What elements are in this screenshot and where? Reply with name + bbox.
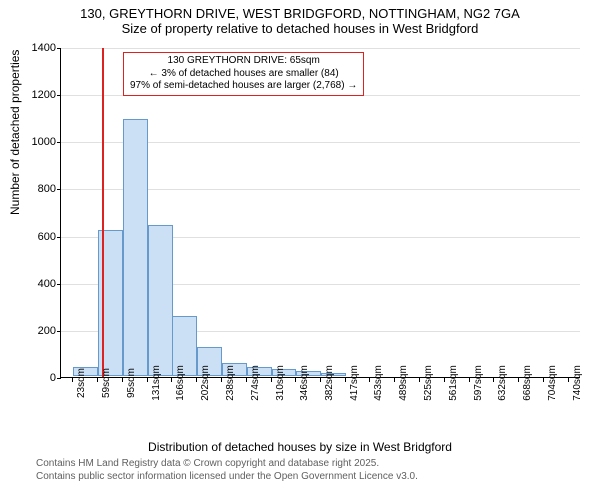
y-tick-mark (57, 331, 61, 332)
x-tick-label: 417sqm (349, 365, 360, 401)
x-tick-label: 346sqm (299, 365, 310, 401)
x-axis-label: Distribution of detached houses by size … (0, 440, 600, 454)
chart-area: 130 GREYTHORN DRIVE: 65sqm← 3% of detach… (60, 48, 580, 413)
marker-line (102, 48, 104, 377)
x-tick-mark (518, 378, 519, 382)
x-tick-mark (394, 378, 395, 382)
x-tick-label: 597sqm (473, 365, 484, 401)
x-tick-label: 274sqm (250, 365, 261, 401)
annotation-line: 130 GREYTHORN DRIVE: 65sqm (130, 55, 357, 68)
y-tick-label: 1400 (16, 42, 56, 54)
x-tick-label: 166sqm (175, 365, 186, 401)
x-tick-label: 310sqm (275, 365, 286, 401)
histogram-bar (123, 119, 148, 376)
x-tick-label: 382sqm (324, 365, 335, 401)
annotation-line: 97% of semi-detached houses are larger (… (130, 80, 357, 93)
x-tick-mark (196, 378, 197, 382)
title-line-1: 130, GREYTHORN DRIVE, WEST BRIDGFORD, NO… (0, 6, 600, 21)
x-tick-mark (345, 378, 346, 382)
x-tick-mark (246, 378, 247, 382)
y-tick-label: 1200 (16, 89, 56, 101)
x-tick-mark (320, 378, 321, 382)
y-tick-mark (57, 237, 61, 238)
x-tick-mark (568, 378, 569, 382)
chart-container: 130, GREYTHORN DRIVE, WEST BRIDGFORD, NO… (0, 0, 600, 500)
annotation-line: ← 3% of detached houses are smaller (84) (130, 68, 357, 81)
y-tick-label: 0 (16, 372, 56, 384)
x-tick-label: 704sqm (547, 365, 558, 401)
x-tick-mark (295, 378, 296, 382)
footer-line-1: Contains HM Land Registry data © Crown c… (36, 458, 418, 471)
y-tick-mark (57, 378, 61, 379)
x-tick-mark (369, 378, 370, 382)
y-tick-label: 600 (16, 231, 56, 243)
x-tick-mark (122, 378, 123, 382)
histogram-bar (148, 225, 173, 376)
x-tick-mark (543, 378, 544, 382)
x-tick-mark (221, 378, 222, 382)
footer-line-2: Contains public sector information licen… (36, 471, 418, 484)
x-tick-mark (271, 378, 272, 382)
x-tick-label: 489sqm (398, 365, 409, 401)
x-tick-mark (469, 378, 470, 382)
x-tick-mark (444, 378, 445, 382)
x-tick-label: 561sqm (448, 365, 459, 401)
x-tick-mark (97, 378, 98, 382)
x-tick-label: 95sqm (126, 368, 137, 398)
x-tick-label: 238sqm (225, 365, 236, 401)
x-tick-label: 23sqm (76, 368, 87, 398)
x-tick-mark (493, 378, 494, 382)
y-tick-mark (57, 142, 61, 143)
y-tick-label: 200 (16, 325, 56, 337)
x-tick-label: 453sqm (373, 365, 384, 401)
x-tick-mark (171, 378, 172, 382)
annotation-box: 130 GREYTHORN DRIVE: 65sqm← 3% of detach… (123, 52, 364, 96)
footer-credits: Contains HM Land Registry data © Crown c… (36, 458, 418, 483)
x-tick-label: 632sqm (497, 365, 508, 401)
x-tick-label: 525sqm (423, 365, 434, 401)
plot-box: 130 GREYTHORN DRIVE: 65sqm← 3% of detach… (60, 48, 580, 378)
x-tick-label: 668sqm (522, 365, 533, 401)
y-tick-mark (57, 95, 61, 96)
grid-line (61, 48, 580, 49)
title-line-2: Size of property relative to detached ho… (0, 21, 600, 36)
y-tick-mark (57, 48, 61, 49)
x-tick-label: 740sqm (572, 365, 583, 401)
y-tick-mark (57, 189, 61, 190)
x-tick-mark (72, 378, 73, 382)
y-tick-label: 400 (16, 278, 56, 290)
y-tick-label: 1000 (16, 136, 56, 148)
x-tick-label: 59sqm (101, 368, 112, 398)
x-tick-label: 202sqm (200, 365, 211, 401)
x-tick-mark (419, 378, 420, 382)
title-block: 130, GREYTHORN DRIVE, WEST BRIDGFORD, NO… (0, 0, 600, 36)
y-tick-mark (57, 284, 61, 285)
y-tick-label: 800 (16, 183, 56, 195)
x-tick-mark (147, 378, 148, 382)
x-tick-label: 131sqm (151, 365, 162, 401)
